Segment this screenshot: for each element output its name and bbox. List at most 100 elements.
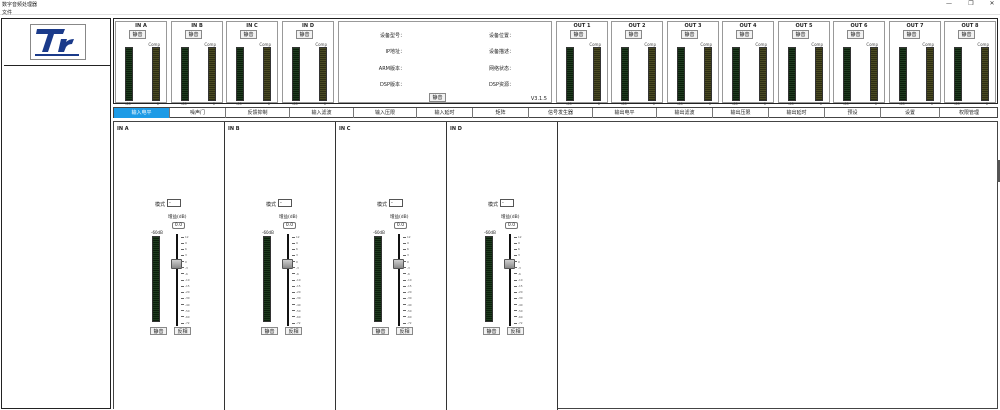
mute-button[interactable]: 静音 — [847, 30, 864, 39]
invert-button[interactable]: 反相 — [174, 327, 191, 335]
mute-button[interactable]: 静音 — [958, 30, 975, 39]
meter-min-label: -60 — [677, 102, 683, 106]
minimize-icon[interactable]: — — [946, 0, 952, 7]
invert-button[interactable]: 反相 — [285, 327, 302, 335]
maximize-icon[interactable]: ❐ — [968, 0, 974, 7]
fader-tick-label: 3 — [514, 254, 526, 257]
tab-input-delay[interactable]: 输入延时 — [417, 108, 473, 118]
meter-min-label: -60 — [181, 102, 187, 106]
mute-button[interactable]: 静音 — [483, 327, 500, 335]
level-meter — [263, 236, 271, 322]
fader-knob[interactable] — [171, 259, 182, 269]
tab-signal-generator[interactable]: 信号发生器 — [529, 108, 593, 118]
comp-label: Comp — [866, 42, 878, 47]
level-meter — [236, 47, 244, 101]
comp-label: Comp — [922, 42, 934, 47]
meter-min-label: -60 — [236, 102, 242, 106]
fader-tick-label: -50 — [292, 309, 304, 313]
level-meter — [677, 47, 685, 101]
fader-tick-label: -50 — [403, 309, 415, 313]
meter-min-label: -60 — [899, 102, 905, 106]
global-mute-button[interactable]: 静音 — [429, 93, 446, 102]
comp-meter — [981, 47, 989, 101]
fader-tick-label: -72 — [403, 322, 415, 325]
tab-permissions[interactable]: 权限管理 — [958, 110, 979, 116]
fader-tick-label: 0 — [181, 260, 193, 264]
tab-presets[interactable]: 预设 — [825, 108, 881, 118]
device-model-label: 设备型号： — [379, 33, 405, 39]
mute-button[interactable]: 静音 — [792, 30, 809, 39]
mute-button[interactable]: 静音 — [625, 30, 642, 39]
mode-select[interactable]: - — [389, 199, 403, 207]
invert-button[interactable]: 反相 — [396, 327, 413, 335]
fader-knob[interactable] — [504, 259, 515, 269]
level-meter — [374, 236, 382, 322]
channel-panel-c: IN C 模式 - 增益(dB) 0.0 -60dB 12 9 6 3 0 -3 -6 -10… — [336, 122, 447, 410]
tab-input-filter[interactable]: 输入滤波 — [290, 108, 354, 118]
meter-max-label: 0 — [323, 102, 326, 106]
fader-tick-label: 9 — [292, 242, 304, 245]
fader-tick-label: -30 — [292, 297, 304, 300]
mute-button[interactable]: 静音 — [372, 327, 389, 335]
fader-track[interactable] — [287, 234, 289, 326]
fader-tick-label: 3 — [403, 254, 415, 257]
output-channel-4: OUT 4 静音 Comp -60 0 — [722, 21, 774, 106]
gain-input[interactable]: 0.0 — [505, 222, 518, 229]
meter-min-label: -60 — [732, 102, 738, 106]
tab-output-filter[interactable]: 输出滤波 — [657, 108, 713, 118]
close-icon[interactable]: ✕ — [989, 0, 995, 7]
tab-input-level[interactable]: 输入电平 — [114, 108, 170, 118]
fader-track[interactable] — [398, 234, 400, 326]
menu-file[interactable]: 文件 — [2, 10, 13, 16]
gain-input[interactable]: 0.0 — [172, 222, 185, 229]
mode-select[interactable]: - — [167, 199, 181, 207]
scrollbar-thumb[interactable] — [997, 160, 1000, 182]
mute-button[interactable]: 静音 — [570, 30, 587, 39]
fader-tick-label: -10 — [403, 279, 415, 282]
fader-knob[interactable] — [282, 259, 293, 269]
fader-tick-label: -72 — [292, 322, 304, 325]
mode-select[interactable]: - — [278, 199, 292, 207]
dsp-version-label: DSP版本： — [379, 82, 405, 88]
tab-settings[interactable]: 设置 — [881, 108, 940, 118]
mute-button[interactable]: 静音 — [736, 30, 753, 39]
mute-button[interactable]: 静音 — [129, 30, 146, 39]
tab-noise-gate[interactable]: 噪声门 — [170, 108, 226, 118]
gain-label: 增益(dB) — [279, 215, 298, 220]
mute-button[interactable]: 静音 — [240, 30, 257, 39]
mode-select[interactable]: - — [500, 199, 514, 207]
mute-button[interactable]: 静音 — [150, 327, 167, 335]
mute-button[interactable]: 静音 — [681, 30, 698, 39]
fader-tick-label: -15 — [181, 285, 193, 288]
tab-input-limiter[interactable]: 输入压限 — [354, 108, 417, 118]
tab-output-limiter[interactable]: 输出压限 — [713, 108, 769, 118]
mute-button[interactable]: 静音 — [296, 30, 313, 39]
channel-name: OUT 1 — [573, 23, 591, 29]
meter-min-label: -60 — [292, 102, 298, 106]
tab-matrix[interactable]: 矩阵 — [473, 108, 529, 118]
mute-button[interactable]: 静音 — [261, 327, 278, 335]
fader-scale: 12 9 6 3 0 -3 -6 -10 -15 -20 -30 -40 -50 -60 -72 — [514, 236, 526, 325]
channel-panel-d: IN D 模式 - 增益(dB) 0.0 -60dB 12 9 6 3 0 -3 -6 -10… — [447, 122, 558, 410]
comp-label: Comp — [259, 42, 271, 47]
fader-track[interactable] — [176, 234, 178, 326]
output-channel-6: OUT 6 静音 Comp -60 0 — [833, 21, 885, 106]
tab-output-delay[interactable]: 输出延时 — [769, 108, 825, 118]
fader-knob[interactable] — [393, 259, 404, 269]
fader-track[interactable] — [509, 234, 511, 326]
gain-input[interactable]: 0.0 — [394, 222, 407, 229]
tab-feedback-suppression[interactable]: 反馈抑制 — [226, 108, 290, 118]
channel-name: OUT 2 — [628, 23, 646, 29]
fader-tick-label: -60 — [514, 315, 526, 319]
output-channel-7: OUT 7 静音 Comp -60 0 — [889, 21, 941, 106]
level-meter — [899, 47, 907, 101]
tab-output-level[interactable]: 输出电平 — [593, 108, 657, 118]
gain-input[interactable]: 0.0 — [283, 222, 296, 229]
meter-max-label: 0 — [819, 102, 822, 106]
invert-button[interactable]: 反相 — [507, 327, 524, 335]
comp-label: Comp — [204, 42, 216, 47]
company-logo — [30, 24, 86, 60]
mute-button[interactable]: 静音 — [903, 30, 920, 39]
mode-label: 模式 — [377, 202, 388, 208]
mute-button[interactable]: 静音 — [185, 30, 202, 39]
